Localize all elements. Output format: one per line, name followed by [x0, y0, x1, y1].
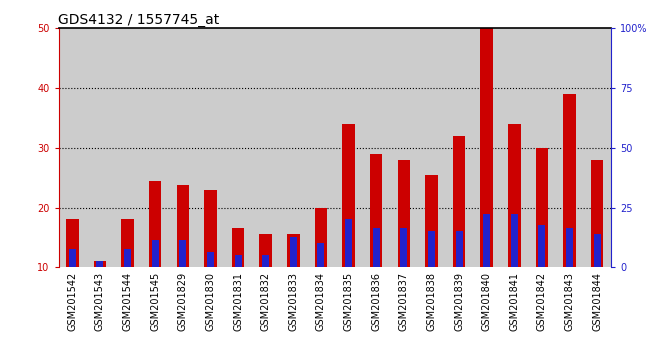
Bar [96, 261, 103, 267]
Bar [453, 136, 465, 267]
Text: GSM201831: GSM201831 [233, 272, 243, 331]
Text: GSM201829: GSM201829 [178, 272, 188, 331]
Text: GSM201542: GSM201542 [68, 272, 77, 331]
Bar [593, 234, 601, 267]
Text: GSM201843: GSM201843 [565, 272, 575, 331]
Bar [538, 225, 545, 267]
Text: GSM201837: GSM201837 [399, 272, 409, 331]
Bar [425, 175, 437, 267]
Bar [508, 124, 521, 267]
Text: GSM201840: GSM201840 [482, 272, 491, 331]
Bar [207, 252, 214, 267]
Bar [69, 249, 76, 267]
Bar [566, 228, 573, 267]
Text: GDS4132 / 1557745_at: GDS4132 / 1557745_at [58, 13, 220, 27]
Bar [235, 255, 242, 267]
Bar [122, 219, 134, 267]
Bar [483, 213, 490, 267]
Text: GSM201841: GSM201841 [510, 272, 519, 331]
Bar [204, 190, 216, 267]
Bar [428, 232, 435, 267]
Bar [372, 228, 380, 267]
Bar [315, 207, 327, 267]
Bar [179, 240, 187, 267]
Bar [66, 219, 79, 267]
Text: GSM201838: GSM201838 [426, 272, 436, 331]
Bar [591, 160, 603, 267]
Bar [287, 234, 300, 267]
Text: GSM201836: GSM201836 [371, 272, 381, 331]
Bar [511, 213, 518, 267]
Bar [317, 244, 324, 267]
Bar [345, 219, 352, 267]
Bar [94, 261, 106, 267]
Text: GSM201834: GSM201834 [316, 272, 326, 331]
Bar [262, 255, 269, 267]
Bar [536, 148, 548, 267]
Bar [149, 181, 161, 267]
Bar [290, 238, 297, 267]
Bar [343, 124, 355, 267]
Bar [400, 228, 408, 267]
Bar [232, 228, 244, 267]
Text: GSM201833: GSM201833 [289, 272, 298, 331]
Text: GSM201830: GSM201830 [205, 272, 215, 331]
Bar [259, 234, 272, 267]
Text: GSM201835: GSM201835 [344, 272, 354, 331]
Bar [398, 160, 410, 267]
Bar [124, 249, 131, 267]
Text: GSM201844: GSM201844 [592, 272, 602, 331]
Bar [564, 94, 576, 267]
Text: GSM201545: GSM201545 [150, 272, 160, 331]
Bar [177, 185, 189, 267]
Bar [456, 232, 463, 267]
Text: GSM201839: GSM201839 [454, 272, 464, 331]
Bar [151, 240, 159, 267]
Text: GSM201544: GSM201544 [123, 272, 133, 331]
Text: GSM201832: GSM201832 [261, 272, 270, 331]
Bar [480, 28, 493, 267]
Text: GSM201543: GSM201543 [95, 272, 105, 331]
Text: GSM201842: GSM201842 [537, 272, 547, 331]
Bar [370, 154, 382, 267]
